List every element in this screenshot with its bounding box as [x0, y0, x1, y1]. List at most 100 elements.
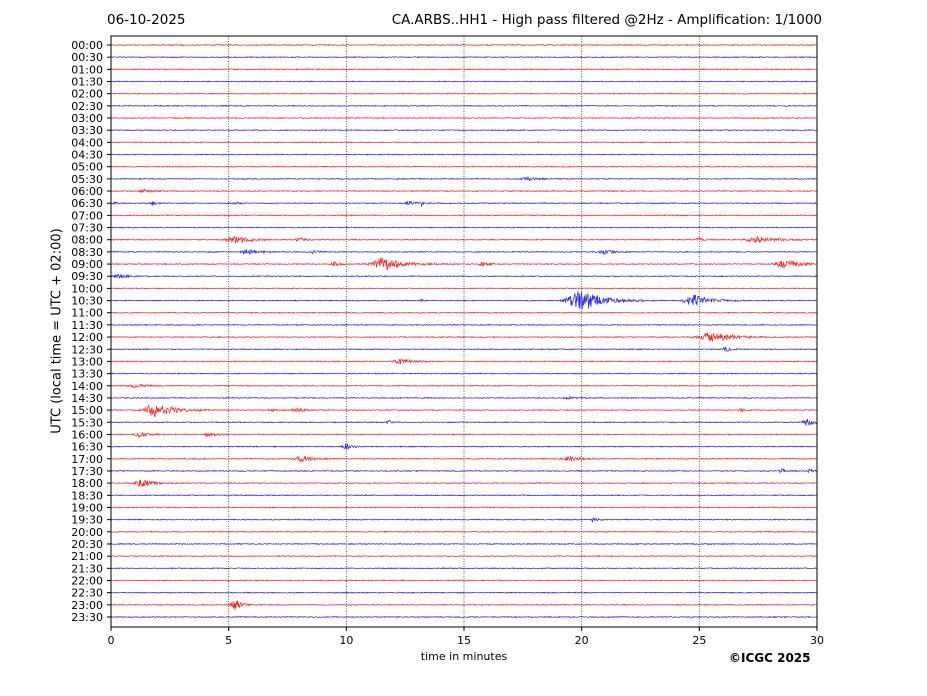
trace-0300 [110, 116, 818, 120]
y-tick-label: 20:30 [71, 538, 103, 551]
y-tick-label: 21:30 [71, 562, 103, 575]
y-tick-label: 06:30 [71, 197, 103, 210]
y-tick-label: 04:00 [71, 136, 103, 149]
trace-0630 [110, 200, 818, 207]
y-tick-label: 08:00 [71, 234, 103, 247]
y-tick-label: 02:00 [71, 88, 103, 101]
y-tick-label: 12:00 [71, 331, 103, 344]
trace-0730 [110, 226, 818, 229]
trace-2330 [110, 615, 818, 619]
trace-0330 [110, 129, 818, 132]
trace-0030 [110, 55, 818, 59]
y-tick-label: 04:30 [71, 149, 103, 162]
y-tick-label: 15:30 [71, 416, 103, 429]
trace-0130 [110, 80, 818, 83]
trace-1730 [110, 467, 818, 474]
x-tick-label: 25 [692, 634, 706, 647]
y-tick-label: 20:00 [71, 526, 103, 539]
y-tick-label: 18:00 [71, 477, 103, 490]
y-tick-label: 10:30 [71, 295, 103, 308]
y-tick-label: 22:30 [71, 587, 103, 600]
trace-1900 [110, 506, 818, 509]
trace-1130 [110, 323, 818, 327]
x-tick-label: 5 [225, 634, 232, 647]
x-tick-label: 20 [575, 634, 589, 647]
trace-2100 [110, 555, 818, 558]
trace-1000 [110, 287, 818, 290]
trace-0400 [110, 141, 818, 144]
y-tick-label: 10:00 [71, 282, 103, 295]
trace-1200 [110, 332, 818, 343]
x-axis-label: time in minutes [420, 650, 508, 663]
trace-2200 [110, 579, 818, 582]
y-tick-label: 23:30 [71, 611, 103, 624]
trace-1700 [110, 455, 818, 463]
y-tick-label: 09:30 [71, 270, 103, 283]
x-tick-label: 0 [108, 634, 115, 647]
trace-2300 [110, 600, 818, 611]
y-tick-label: 16:00 [71, 428, 103, 441]
y-tick-label: 08:30 [71, 246, 103, 259]
trace-1400 [110, 383, 818, 389]
y-tick-label: 07:30 [71, 222, 103, 235]
trace-1330 [110, 372, 818, 375]
y-tick-label: 02:30 [71, 100, 103, 113]
y-tick-label: 13:00 [71, 355, 103, 368]
y-tick-label: 11:00 [71, 307, 103, 320]
y-tick-label: 14:30 [71, 392, 103, 405]
y-tick-label: 01:00 [71, 63, 103, 76]
trace-0930 [110, 273, 818, 279]
trace-1500 [110, 403, 818, 419]
trace-1930 [110, 517, 818, 523]
y-tick-label: 21:00 [71, 550, 103, 563]
trace-0000 [110, 43, 818, 47]
x-tick-label: 15 [457, 634, 471, 647]
y-tick-label: 03:00 [71, 112, 103, 125]
y-tick-label: 11:30 [71, 319, 103, 332]
copyright: ©ICGC 2025 [729, 651, 811, 665]
y-tick-label: 13:30 [71, 368, 103, 381]
trace-2000 [110, 530, 818, 533]
y-tick-label: 14:00 [71, 380, 103, 393]
trace-0100 [110, 68, 818, 71]
y-tick-label: 00:30 [71, 51, 103, 64]
trace-0500 [110, 165, 818, 168]
trace-2130 [110, 567, 818, 570]
y-tick-label: 03:30 [71, 124, 103, 137]
y-tick-label: 05:00 [71, 161, 103, 174]
trace-0800 [110, 235, 818, 244]
y-tick-label: 19:30 [71, 514, 103, 527]
trace-2230 [110, 591, 818, 594]
trace-0530 [110, 176, 818, 182]
y-tick-label: 23:00 [71, 599, 103, 612]
trace-1530 [110, 418, 818, 426]
trace-1300 [110, 358, 818, 365]
trace-1800 [110, 479, 818, 488]
trace-0200 [110, 92, 818, 95]
y-tick-label: 07:00 [71, 209, 103, 222]
trace-2030 [110, 542, 818, 546]
x-tick-label: 30 [810, 634, 824, 647]
trace-0430 [110, 153, 818, 156]
y-tick-label: 05:30 [71, 173, 103, 186]
trace-1630 [110, 443, 818, 450]
y-tick-label: 18:30 [71, 489, 103, 502]
trace-1030 [110, 291, 818, 310]
trace-1430 [110, 395, 818, 401]
y-tick-label: 16:30 [71, 441, 103, 454]
chart-title: CA.ARBS..HH1 - High pass filtered @2Hz -… [391, 12, 822, 28]
trace-0830 [110, 248, 818, 256]
y-tick-label: 12:30 [71, 343, 103, 356]
trace-0700 [110, 214, 818, 217]
y-tick-label: 17:30 [71, 465, 103, 478]
trace-0900 [110, 257, 818, 271]
y-tick-label: 06:00 [71, 185, 103, 198]
x-tick-label: 10 [339, 634, 353, 647]
y-tick-label: 09:00 [71, 258, 103, 271]
trace-1230 [110, 346, 818, 352]
trace-0600 [110, 188, 818, 194]
y-tick-label: 15:00 [71, 404, 103, 417]
trace-1830 [110, 494, 818, 497]
date-label: 06-10-2025 [107, 12, 186, 28]
